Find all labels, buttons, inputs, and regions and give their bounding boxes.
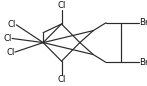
Text: Cl: Cl <box>57 1 66 10</box>
Text: Cl: Cl <box>57 75 66 84</box>
Text: Br: Br <box>139 58 147 67</box>
Text: Cl: Cl <box>7 48 15 57</box>
Text: Br: Br <box>139 18 147 27</box>
Text: Cl: Cl <box>8 20 16 29</box>
Text: Cl: Cl <box>4 34 12 43</box>
